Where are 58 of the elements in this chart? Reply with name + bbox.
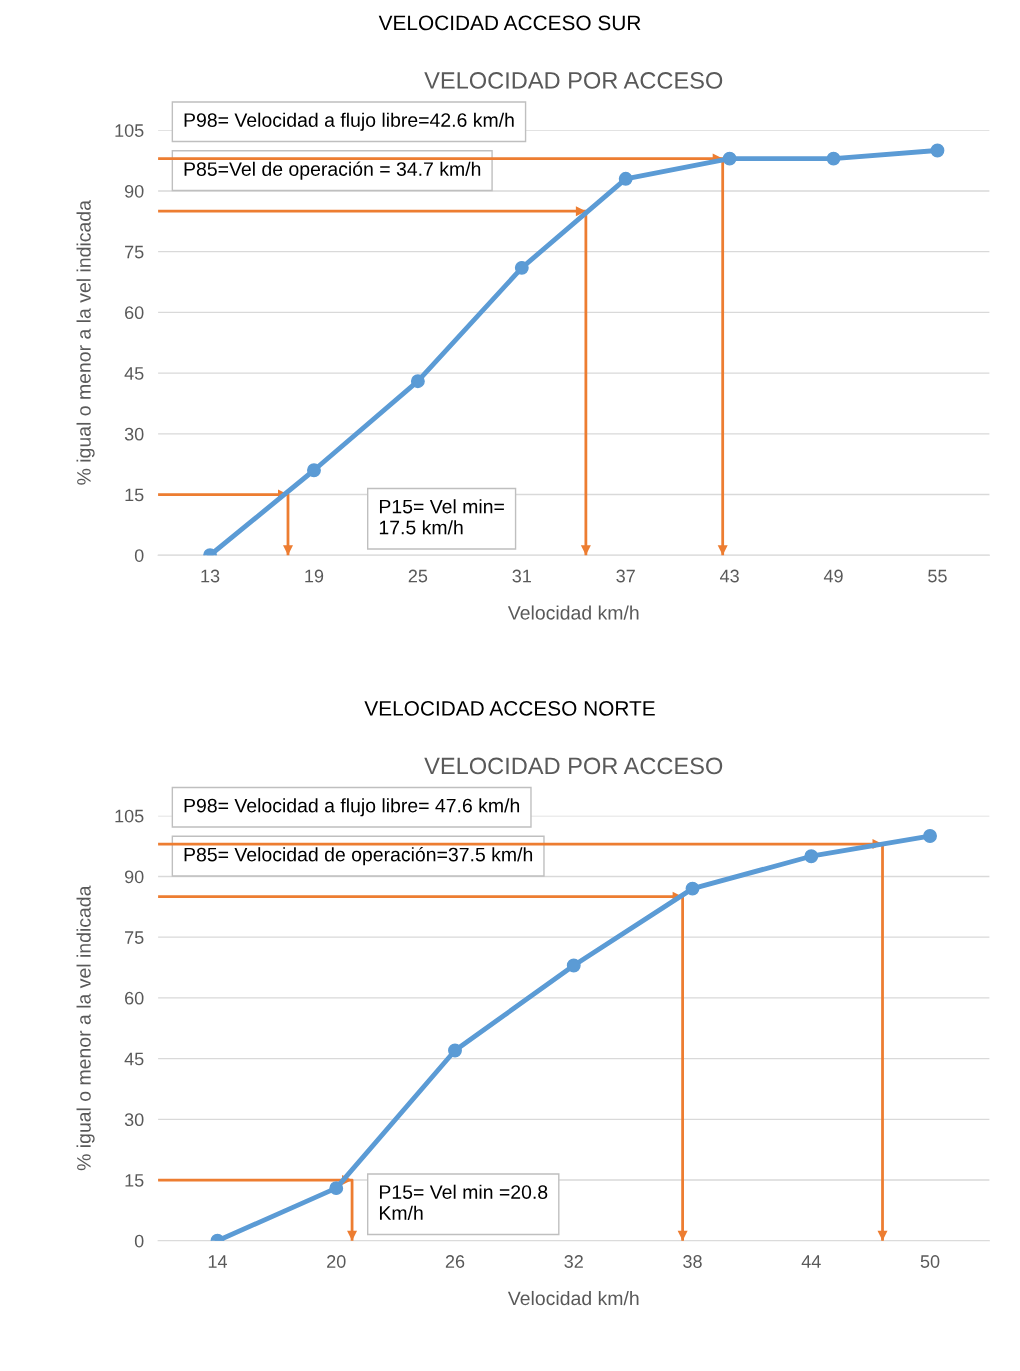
point — [307, 463, 321, 478]
point — [514, 260, 529, 275]
point — [410, 374, 425, 389]
point — [329, 1181, 344, 1196]
y-tick-label: 90 — [124, 870, 144, 884]
x-tick-label: 50 — [920, 1255, 940, 1268]
annotation: P15= Vel min =20.8 Km/h — [379, 1184, 548, 1220]
y-tick-label: 60 — [125, 991, 144, 1005]
y-tick-label: 90 — [124, 184, 144, 198]
y-tick-label: 75 — [125, 245, 144, 259]
y-axis-title: % igual o menor a la vel indicada — [76, 200, 95, 485]
chart-subtitle: VELOCIDAD POR ACCESO — [424, 757, 723, 775]
chart-subtitle: VELOCIDAD POR ACCESO — [424, 72, 723, 89]
point — [618, 171, 633, 186]
y-tick-label: 30 — [124, 427, 144, 441]
x-tick-label: 26 — [445, 1255, 465, 1268]
point — [930, 143, 945, 158]
x-tick-label: 49 — [823, 569, 843, 583]
point — [566, 958, 581, 973]
y-axis-title: % igual o menor a la vel indicada — [76, 885, 95, 1171]
y-tick-label: 105 — [115, 124, 144, 137]
y-tick-label: 45 — [124, 1052, 144, 1066]
annotation: P98= Velocidad a flujo libre= 47.6 km/h — [184, 798, 520, 817]
x-tick-label: 31 — [512, 569, 531, 583]
x-axis-title: Velocidad km/h — [507, 1290, 639, 1306]
x-tick-label: 13 — [201, 569, 220, 583]
chart-title: VELOCIDAD ACCESO SUR — [378, 15, 641, 31]
annotation: P15= Vel min= 17.5 km/h — [379, 499, 504, 535]
point — [826, 151, 841, 166]
point — [448, 1043, 462, 1058]
x-tick-label: 32 — [564, 1255, 583, 1268]
x-tick-label: 25 — [408, 569, 428, 583]
x-tick-label: 19 — [305, 569, 324, 583]
y-tick-label: 75 — [125, 931, 144, 944]
y-tick-label: 30 — [124, 1113, 144, 1127]
chart-title: VELOCIDAD ACCESO NORTE — [364, 701, 655, 716]
y-tick-label: 15 — [125, 488, 144, 502]
x-tick-label: 38 — [683, 1255, 702, 1268]
y-tick-label: 60 — [125, 306, 144, 320]
point — [923, 829, 937, 843]
x-axis-title: Velocidad km/h — [507, 605, 639, 620]
x-tick-label: 37 — [616, 569, 635, 583]
x-tick-label: 43 — [719, 569, 739, 583]
y-tick-label: 45 — [124, 367, 144, 380]
y-tick-label: 105 — [115, 809, 144, 823]
annotation: P85= Velocidad de operación=37.5 km/h — [184, 846, 533, 866]
point — [804, 849, 819, 864]
annotation: P85=Vel de operación = 34.7 km/h — [184, 161, 481, 180]
x-tick-label: 20 — [327, 1255, 346, 1268]
x-tick-label: 55 — [928, 569, 947, 583]
y-tick-label: 0 — [134, 1234, 144, 1248]
annotation: P98= Velocidad a flujo libre=42.6 km/h — [184, 112, 514, 131]
y-tick-label: 15 — [125, 1174, 144, 1187]
point — [685, 881, 700, 896]
x-tick-label: 44 — [801, 1255, 821, 1268]
y-tick-label: 0 — [134, 549, 144, 562]
point — [722, 151, 737, 166]
x-tick-label: 14 — [208, 1255, 227, 1268]
